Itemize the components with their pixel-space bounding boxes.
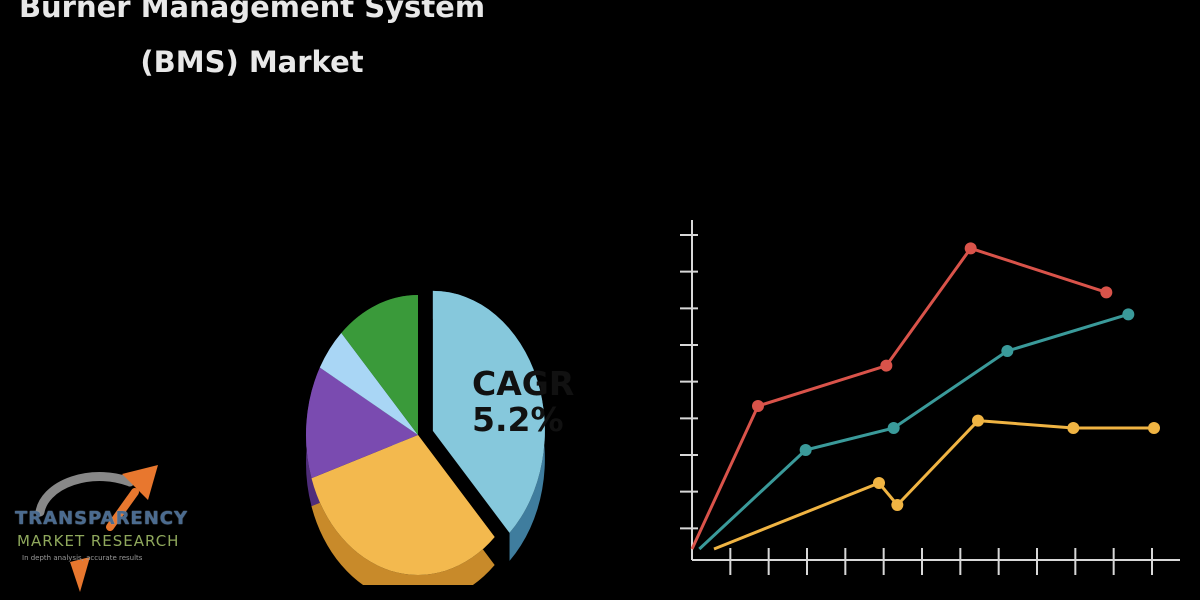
data-point (1100, 286, 1113, 299)
series-line (698, 312, 1129, 551)
chart-series (690, 242, 1160, 551)
data-point (799, 444, 812, 456)
title-line-1: Burner Management System (18, 0, 486, 24)
logo: TRANSPARENCY MARKET RESEARCH In depth an… (10, 462, 210, 592)
chart-axes (680, 220, 1180, 575)
data-point (1067, 422, 1080, 434)
cagr-value: 5.2% (472, 400, 564, 439)
pie-slice (311, 435, 495, 575)
data-point (1001, 345, 1014, 357)
page-title: Burner Management System (BMS) Market (0, 0, 504, 90)
logo-swoosh-icon (35, 465, 158, 592)
data-point (1148, 422, 1160, 434)
cagr-label: CAGR (472, 364, 574, 403)
pie-slice (432, 290, 545, 533)
logo-name: TRANSPARENCY (15, 508, 189, 529)
logo-tagline: In depth analysis, accurate results (22, 554, 143, 562)
pie-slice (306, 367, 418, 479)
pie-chart: CAGR 5.2% (306, 290, 574, 585)
data-point (873, 477, 885, 489)
pie-slice (319, 332, 418, 435)
data-point (972, 414, 984, 427)
pie-slices (306, 290, 545, 575)
title-line-2: (BMS) Market (140, 45, 364, 79)
data-point (752, 400, 764, 412)
line-chart (680, 220, 1180, 575)
series-line (713, 419, 1154, 551)
data-point (891, 499, 904, 511)
pie-slice (341, 295, 418, 435)
logo-sub: MARKET RESEARCH (17, 532, 180, 550)
data-point (1122, 308, 1135, 321)
data-point (880, 359, 893, 372)
data-point (887, 422, 900, 434)
data-point (964, 242, 977, 255)
